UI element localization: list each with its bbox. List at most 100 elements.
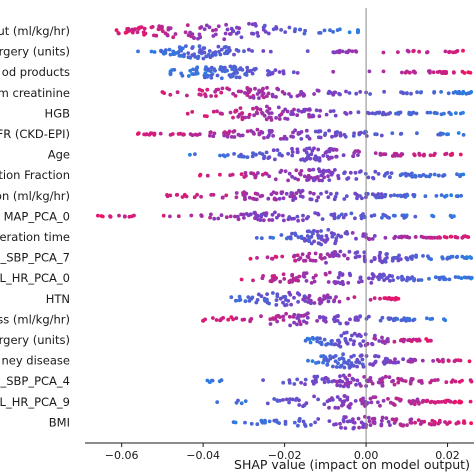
shap-dot bbox=[125, 30, 129, 34]
shap-dot bbox=[214, 94, 218, 98]
shap-dot bbox=[341, 215, 346, 220]
shap-dot bbox=[331, 69, 336, 74]
shap-dot bbox=[326, 174, 330, 179]
shap-dot bbox=[399, 235, 404, 240]
shap-dot bbox=[251, 278, 255, 283]
shap-dot bbox=[230, 172, 235, 177]
shap-dot bbox=[342, 253, 346, 257]
shap-dot bbox=[189, 34, 194, 39]
shap-dot bbox=[354, 236, 358, 241]
shap-dot bbox=[464, 91, 469, 96]
shap-dot bbox=[188, 30, 193, 35]
shap-dot bbox=[185, 23, 190, 27]
shap-dot bbox=[295, 377, 300, 382]
shap-dot bbox=[377, 110, 382, 115]
shap-dot bbox=[319, 191, 323, 196]
shap-dot bbox=[262, 95, 266, 100]
shap-dot bbox=[208, 215, 213, 220]
shap-dot bbox=[338, 374, 342, 379]
shap-dot bbox=[363, 129, 368, 134]
shap-dot bbox=[276, 87, 281, 92]
shap-dot bbox=[252, 113, 256, 118]
shap-dot bbox=[437, 359, 442, 364]
shap-dot bbox=[304, 401, 309, 406]
shap-dot bbox=[424, 174, 429, 179]
shap-dot bbox=[347, 271, 352, 276]
shap-dot bbox=[328, 28, 332, 33]
shap-dot bbox=[325, 363, 330, 367]
shap-dot bbox=[400, 276, 404, 280]
shap-dot bbox=[286, 299, 291, 303]
shap-dot bbox=[205, 87, 210, 92]
shap-dot bbox=[239, 152, 243, 157]
shap-dot bbox=[269, 111, 274, 115]
shap-dot bbox=[202, 27, 207, 32]
x-tick-label: 0.02 bbox=[435, 449, 460, 462]
shap-dot bbox=[446, 132, 450, 137]
shap-dot bbox=[340, 402, 345, 407]
shap-dot bbox=[366, 236, 371, 241]
shap-dot bbox=[454, 111, 458, 115]
shap-dot bbox=[371, 363, 375, 367]
shap-dot bbox=[381, 69, 386, 74]
shap-dot bbox=[312, 394, 316, 399]
shap-dot bbox=[452, 359, 457, 364]
shap-dot bbox=[254, 23, 258, 28]
shap-dot bbox=[311, 113, 315, 118]
shap-dot bbox=[336, 406, 341, 410]
shap-dot bbox=[295, 150, 300, 154]
shap-dot bbox=[229, 135, 234, 139]
shap-dot bbox=[318, 336, 322, 341]
shap-dot bbox=[160, 25, 164, 30]
shap-dot bbox=[313, 211, 317, 215]
shap-dot bbox=[367, 69, 372, 74]
shap-dot bbox=[318, 301, 322, 306]
shap-dot bbox=[237, 26, 242, 31]
shap-dot bbox=[324, 375, 328, 380]
feature-label: on (ml/kg/hr) bbox=[0, 189, 70, 203]
shap-dot bbox=[461, 133, 466, 137]
shap-dot bbox=[322, 337, 327, 342]
shap-dot bbox=[294, 191, 299, 196]
shap-dot bbox=[405, 69, 409, 74]
shap-dot bbox=[292, 382, 297, 386]
shap-dot bbox=[432, 172, 437, 177]
shap-dot bbox=[271, 291, 275, 295]
shap-dot bbox=[344, 415, 348, 419]
feature-label: HGB bbox=[45, 106, 71, 120]
feature-label: ut (ml/kg/hr) bbox=[0, 24, 70, 38]
shap-dot bbox=[319, 237, 324, 242]
shap-dot bbox=[226, 317, 231, 322]
shap-dot bbox=[224, 215, 229, 220]
shap-dot bbox=[337, 299, 342, 304]
shap-dot bbox=[216, 44, 221, 49]
shap-dot bbox=[302, 31, 307, 36]
shap-dot bbox=[445, 256, 450, 261]
shap-dot bbox=[427, 422, 432, 426]
shap-dot bbox=[350, 376, 355, 381]
shap-dot bbox=[334, 295, 338, 299]
shap-dot bbox=[433, 275, 438, 280]
shap-dot bbox=[220, 195, 225, 200]
shap-dot bbox=[320, 178, 324, 183]
shap-dot bbox=[404, 173, 408, 178]
shap-dot bbox=[373, 395, 378, 399]
shap-dot bbox=[185, 111, 190, 116]
shap-dot bbox=[165, 194, 170, 199]
shap-dot bbox=[316, 236, 321, 240]
shap-dot bbox=[292, 277, 297, 282]
shap-dot bbox=[358, 90, 363, 94]
shap-dot bbox=[220, 86, 225, 91]
shap-dot bbox=[219, 90, 224, 95]
shap-dot bbox=[234, 31, 239, 36]
shap-dot bbox=[297, 93, 302, 97]
shap-dot bbox=[234, 191, 239, 195]
shap-dot bbox=[447, 399, 452, 404]
shap-dot bbox=[283, 116, 287, 121]
shap-dot bbox=[396, 110, 401, 115]
shap-dot bbox=[170, 68, 174, 72]
shap-dot bbox=[292, 420, 297, 425]
shap-dot bbox=[325, 341, 330, 346]
shap-dot bbox=[325, 237, 329, 242]
